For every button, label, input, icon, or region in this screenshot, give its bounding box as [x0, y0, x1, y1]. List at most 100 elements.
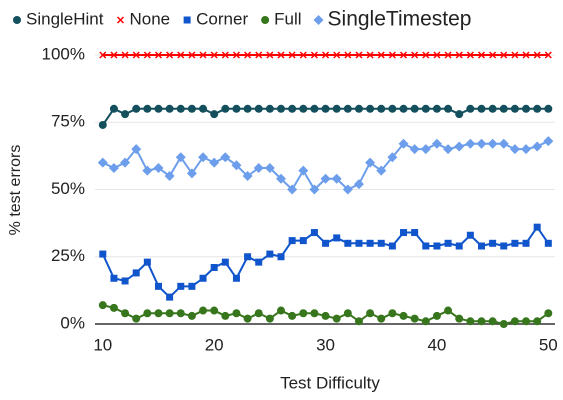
data-point	[544, 104, 553, 113]
data-point	[466, 104, 475, 113]
data-point	[98, 301, 107, 310]
data-point	[132, 51, 140, 59]
data-point	[455, 242, 463, 250]
data-point	[254, 309, 263, 318]
data-point	[277, 104, 286, 113]
data-point	[255, 258, 263, 266]
data-point	[322, 51, 330, 59]
data-point	[466, 231, 474, 239]
y-tick-label: 0%	[60, 313, 85, 332]
data-point	[433, 51, 441, 59]
data-point	[476, 138, 487, 149]
data-point	[298, 165, 309, 176]
data-point	[210, 264, 218, 272]
data-point	[353, 179, 364, 190]
data-point	[143, 51, 151, 59]
legend-marker	[261, 16, 270, 24]
data-point	[410, 104, 419, 113]
data-point	[309, 184, 320, 195]
data-point	[333, 234, 341, 242]
data-point	[433, 242, 441, 250]
data-point	[154, 282, 162, 290]
data-point	[544, 51, 552, 59]
data-point	[387, 152, 398, 163]
data-point	[264, 162, 275, 173]
data-point	[366, 104, 375, 113]
data-point	[299, 51, 307, 59]
data-point	[232, 309, 241, 318]
data-point	[165, 309, 174, 318]
data-point	[466, 317, 475, 326]
data-point	[266, 51, 274, 59]
data-point	[477, 104, 486, 113]
data-point	[254, 104, 263, 113]
data-point	[221, 311, 230, 320]
data-point	[199, 104, 208, 113]
data-point	[132, 314, 141, 323]
data-point	[399, 51, 408, 59]
data-point	[342, 184, 353, 195]
data-point	[533, 51, 541, 59]
data-point	[465, 138, 476, 149]
data-point	[422, 51, 430, 59]
data-point	[399, 104, 408, 113]
data-point	[510, 104, 519, 113]
data-point	[388, 104, 397, 113]
data-point	[187, 311, 196, 320]
data-point	[477, 317, 486, 326]
data-point	[99, 51, 107, 59]
data-point	[377, 51, 385, 59]
data-point	[343, 104, 352, 113]
legend-label: Full	[274, 9, 301, 28]
data-point	[243, 314, 252, 323]
x-tick-label: 30	[316, 335, 335, 354]
data-point	[109, 104, 118, 113]
data-point	[221, 258, 229, 266]
data-point	[377, 104, 386, 113]
data-point	[288, 51, 296, 59]
data-point	[388, 51, 396, 59]
data-point	[466, 51, 474, 59]
data-point	[154, 104, 163, 113]
data-point	[420, 144, 431, 155]
data-point	[288, 237, 296, 245]
data-point	[175, 152, 186, 163]
data-point	[177, 51, 185, 59]
data-point	[365, 157, 376, 168]
data-point	[321, 104, 330, 113]
data-point	[421, 317, 430, 326]
data-point	[132, 104, 141, 113]
data-point	[221, 104, 230, 113]
x-tick-label: 40	[427, 335, 446, 354]
data-point	[288, 311, 297, 320]
legend-label: SingleHint	[26, 9, 104, 28]
data-point	[132, 269, 140, 277]
data-point	[288, 104, 297, 113]
data-point	[299, 104, 308, 113]
legend-marker	[116, 16, 125, 24]
data-point	[109, 303, 118, 312]
data-point	[388, 309, 397, 318]
x-tick-label: 50	[539, 335, 558, 354]
series-line	[101, 225, 550, 299]
data-point	[210, 110, 219, 119]
data-point	[143, 104, 152, 113]
data-point	[511, 51, 519, 59]
data-point	[154, 51, 163, 59]
data-point	[242, 171, 253, 182]
data-point	[411, 229, 419, 237]
x-axis-title: Test Difficulty	[280, 373, 380, 392]
data-point	[210, 306, 219, 315]
data-point	[154, 309, 163, 318]
legend-label: Corner	[196, 9, 248, 28]
data-point	[166, 51, 174, 59]
data-point	[210, 51, 218, 59]
data-point	[188, 51, 196, 59]
data-point	[187, 104, 196, 113]
data-point	[444, 104, 453, 113]
data-point	[199, 51, 207, 59]
data-point	[411, 51, 419, 59]
data-point	[142, 165, 153, 176]
data-point	[533, 104, 542, 113]
